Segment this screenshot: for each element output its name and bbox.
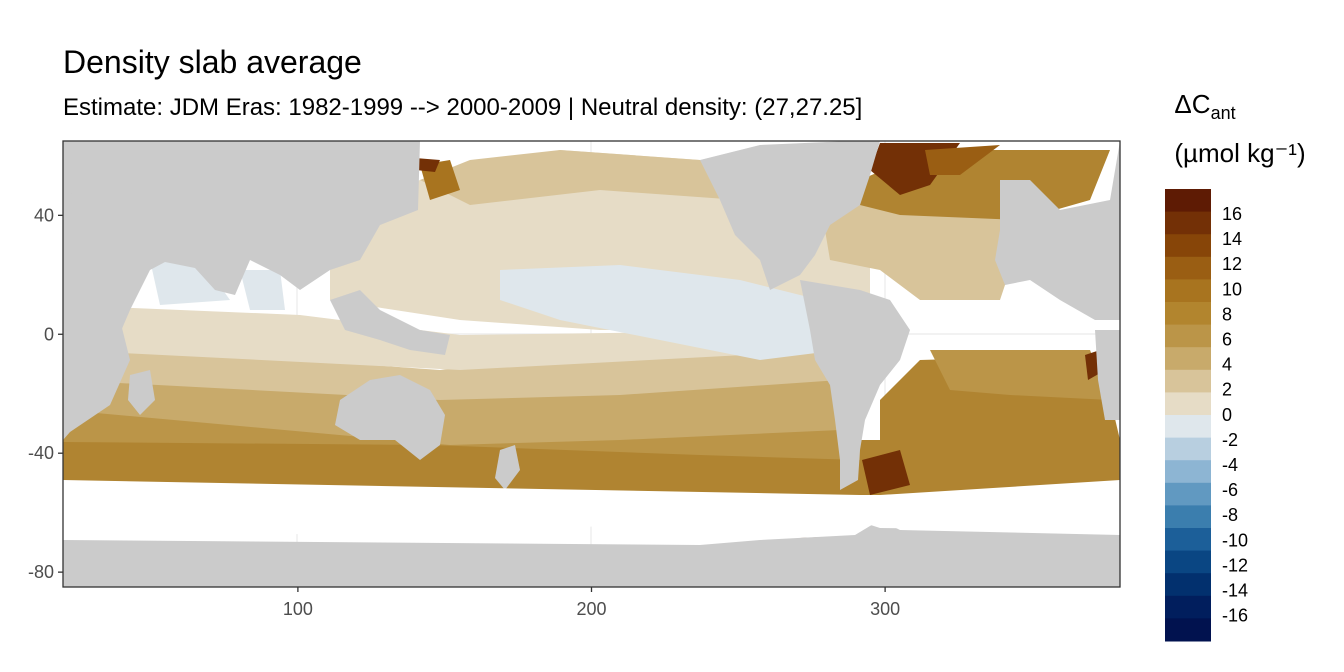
x-tick-label: 200 (576, 599, 606, 619)
colorbar-segment (1165, 595, 1211, 619)
legend-label: -10 (1222, 530, 1248, 550)
antarctica (63, 520, 1120, 587)
legend-label: -8 (1222, 505, 1238, 525)
colorbar-segment (1165, 505, 1211, 529)
colorbar-segment (1165, 234, 1211, 258)
legend-label: 12 (1222, 254, 1242, 274)
legend-label: -4 (1222, 455, 1238, 475)
colorbar-segment (1165, 256, 1211, 280)
africa-east (63, 141, 130, 440)
colorbar-segment (1165, 618, 1211, 642)
map-panel (63, 141, 1120, 587)
colorbar-segment (1165, 550, 1211, 574)
colorbar-segment (1165, 392, 1211, 416)
x-axis: 100 200 300 (283, 587, 900, 619)
australia (335, 375, 445, 460)
colorbar-segment (1165, 189, 1211, 213)
legend-label: 0 (1222, 405, 1232, 425)
legend: ΔCant (µmol kg⁻¹) 16 14 12 10 8 6 4 2 0 -2 -4 -6 -8 -… (1165, 89, 1306, 642)
colorbar-segment (1165, 347, 1211, 371)
ocean-bands (63, 305, 1120, 495)
legend-title-main: ΔC (1174, 89, 1210, 119)
legend-label: -14 (1222, 581, 1248, 601)
colorbar-segment (1165, 415, 1211, 439)
y-tick-label: -40 (28, 443, 54, 463)
colorbar-segment (1165, 437, 1211, 461)
x-tick-label: 100 (283, 599, 313, 619)
new-zealand (495, 445, 520, 490)
colorbar (1165, 189, 1211, 642)
colorbar-segment (1165, 211, 1211, 235)
x-tick-label: 300 (870, 599, 900, 619)
arabian-sea (150, 258, 230, 305)
legend-unit: (µmol kg⁻¹) (1174, 138, 1305, 168)
colorbar-segment (1165, 573, 1211, 597)
y-tick-label: -80 (28, 562, 54, 582)
land (63, 141, 1120, 587)
north-america (700, 141, 880, 290)
colorbar-segment (1165, 528, 1211, 552)
legend-label: -2 (1222, 430, 1238, 450)
legend-title-sub: ant (1211, 103, 1236, 123)
y-tick-label: 0 (44, 324, 54, 344)
no-data-band-edge (63, 495, 860, 505)
legend-labels: 16 14 12 10 8 6 4 2 0 -2 -4 -6 -8 -10 -12 -14 -16 (1222, 204, 1248, 626)
legend-label: -6 (1222, 480, 1238, 500)
south-atlantic-upper (930, 350, 1110, 400)
colorbar-segment (1165, 460, 1211, 484)
madagascar (128, 370, 155, 415)
irminger-sea (925, 145, 1000, 175)
colorbar-segment (1165, 482, 1211, 506)
legend-label: 14 (1222, 229, 1242, 249)
y-axis: 40 0 -40 -80 (28, 205, 63, 582)
colorbar-segment (1165, 369, 1211, 393)
legend-label: 16 (1222, 204, 1242, 224)
legend-label: 2 (1222, 380, 1232, 400)
chart-subtitle: Estimate: JDM Eras: 1982-1999 --> 2000-2… (63, 94, 863, 121)
equatorial-pacific (500, 265, 840, 360)
bay-of-bengal (240, 270, 285, 310)
eurasia-africa (63, 141, 420, 440)
north-pacific-upper (420, 150, 740, 205)
okhotsk-deep (415, 158, 440, 172)
legend-label: -12 (1222, 555, 1248, 575)
south-america (800, 280, 910, 490)
colorbar-segment (1165, 324, 1211, 348)
band-2 (63, 305, 840, 370)
europe-africa-west (995, 141, 1120, 320)
africa-southwest (1095, 330, 1120, 420)
drake-hotspot (862, 450, 910, 495)
maritime-continent (330, 290, 450, 355)
colorbar-segment (1165, 279, 1211, 303)
legend-label: -16 (1222, 606, 1248, 626)
y-tick-label: 40 (34, 205, 54, 225)
legend-title: ΔCant (1174, 89, 1235, 123)
colorbar-segment (1165, 302, 1211, 326)
legend-label: 4 (1222, 355, 1232, 375)
no-data-band (63, 480, 1120, 540)
legend-label: 10 (1222, 279, 1242, 299)
legend-label: 8 (1222, 304, 1232, 324)
legend-label: 6 (1222, 330, 1232, 350)
chart-title: Density slab average (63, 44, 362, 80)
